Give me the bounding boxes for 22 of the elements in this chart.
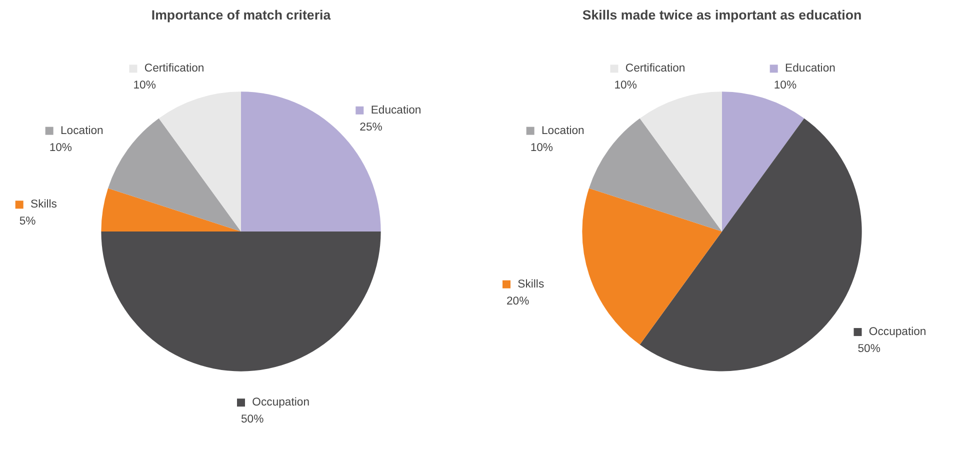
data-label: 20% [506, 295, 530, 308]
data-label: 10% [49, 142, 72, 154]
data-label: 50% [241, 414, 264, 426]
legend-label: Location [60, 124, 104, 137]
data-label: 10% [133, 80, 156, 92]
data-label: 10% [530, 142, 554, 154]
legend-label: Occupation [868, 326, 926, 338]
legend-label: Certification [144, 62, 204, 75]
legend-label: Education [785, 62, 836, 75]
legend-label: Certification [625, 62, 686, 75]
legend-label: Skills [518, 278, 544, 290]
data-label: 25% [360, 121, 382, 134]
data-label: 10% [774, 80, 797, 92]
chart-title: Importance of match criteria [151, 8, 332, 22]
legend-label: Location [542, 124, 584, 137]
chart-title: Skills made twice as important as education [582, 8, 862, 22]
legend-label: Skills [30, 198, 58, 211]
data-label: 10% [614, 80, 637, 92]
data-label: 50% [858, 343, 880, 356]
legend-label: Occupation [252, 396, 310, 409]
legend-label: Education [370, 104, 422, 116]
data-label: 5% [19, 216, 36, 228]
